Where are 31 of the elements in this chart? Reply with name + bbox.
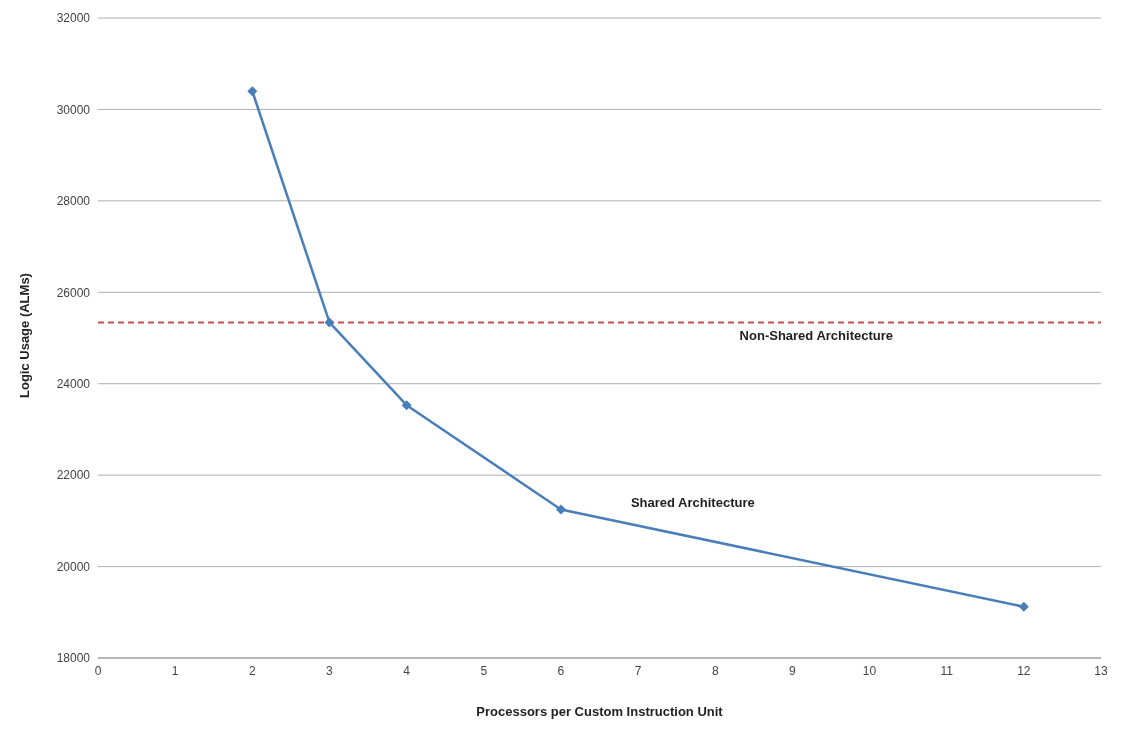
x-tick-label: 3 [326, 663, 334, 678]
x-tick-label: 4 [403, 663, 411, 678]
x-tick-label: 5 [480, 663, 488, 678]
x-tick-label: 10 [862, 663, 877, 678]
x-tick-label: 0 [94, 663, 102, 678]
x-axis-title: Processors per Custom Instruction Unit [476, 704, 724, 719]
point [401, 400, 412, 411]
y-tick-label: 28000 [56, 194, 91, 209]
x-tick-label: 11 [940, 663, 954, 678]
x-tick-label: 13 [1094, 663, 1108, 678]
x-tick-label: 7 [634, 663, 642, 678]
x-tick-label: 9 [789, 663, 797, 678]
y-tick-label: 18000 [56, 651, 91, 666]
y-tick-label: 24000 [56, 376, 91, 391]
point [324, 317, 335, 328]
series-label: Shared Architecture [630, 495, 755, 511]
x-tick-label: 2 [248, 663, 256, 678]
y-tick-label: 26000 [56, 285, 91, 300]
ref-line-label: Non-Shared Architecture [739, 327, 893, 343]
x-tick-label: 6 [557, 663, 565, 678]
x-tick-label: 12 [1017, 663, 1031, 678]
x-tick-label: 1 [171, 663, 179, 678]
point [1018, 601, 1029, 612]
x-tick-label: 8 [711, 663, 719, 678]
point [555, 504, 566, 515]
y-tick-label: 32000 [56, 11, 91, 26]
y-tick-label: 22000 [56, 468, 91, 483]
point [247, 86, 258, 97]
y-tick-label: 20000 [56, 559, 91, 574]
y-axis-title: Logic Usage (ALMs) [16, 273, 32, 398]
y-tick-label: 30000 [56, 102, 91, 117]
